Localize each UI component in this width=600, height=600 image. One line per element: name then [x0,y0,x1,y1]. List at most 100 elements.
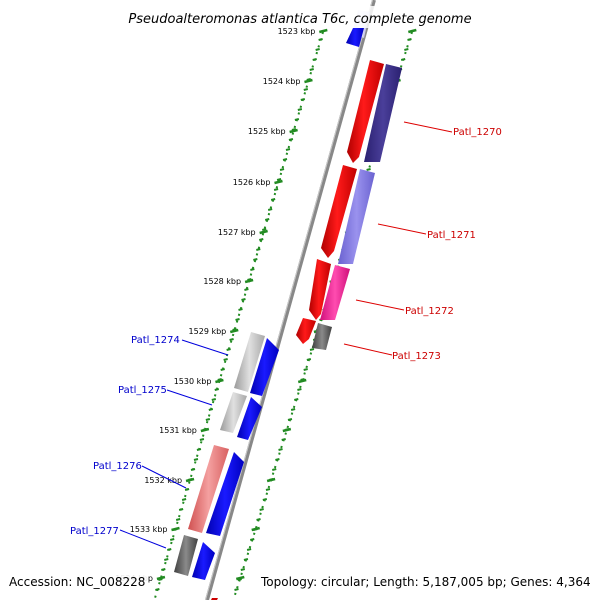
minor-tick-outer [265,488,271,491]
gene-partial-top-blue [346,28,364,47]
gene-arrow-patl-1274-reverse[interactable] [250,338,279,396]
minor-tick-inner [232,328,237,331]
minor-tick-inner [261,228,267,231]
minor-tick-inner [276,178,282,181]
genome-backbone [205,0,376,600]
major-tick-outer [282,427,292,433]
minor-tick-inner [161,568,166,571]
minor-tick-inner [155,588,160,591]
gene-arrow-patl-1270[interactable] [364,64,402,162]
minor-tick-outer [240,568,246,571]
gene-arrow-patl-1272[interactable] [320,265,350,320]
minor-tick-inner [190,468,196,471]
minor-tick-outer [249,538,255,541]
minor-tick-outer [287,418,293,421]
major-tick-inner [215,378,224,384]
major-tick-inner [171,526,180,532]
gene-arrow-patl-1275-reverse[interactable] [237,397,262,440]
gene-arrow-patl-1270-forward[interactable] [347,60,384,163]
gene-label-patl-1272[interactable]: Patl_1272 [405,306,454,317]
minor-tick-outer [407,38,412,41]
tick-label: 1530 kbp [174,377,212,386]
minor-tick-inner [196,448,202,451]
gene-label-patl-1277[interactable]: Patl_1277 [70,526,119,537]
minor-tick-outer [275,458,280,461]
minor-tick-inner [312,58,317,61]
minor-tick-inner [205,418,211,421]
gene-label-patl-1271[interactable]: Patl_1271 [427,230,476,241]
gene-arrow-patl-1275[interactable] [220,392,247,433]
gene-label-patl-1270[interactable]: Patl_1270 [453,127,502,138]
gene-arrow-patl-1277-reverse[interactable] [192,542,215,580]
minor-tick-inner [235,318,240,321]
minor-tick-inner [208,408,214,411]
gene-label-patl-1274[interactable]: Patl_1274 [131,335,180,346]
gene-arrow-patl-1271-forward[interactable] [321,165,357,258]
gene-label-patl-1273[interactable]: Patl_1273 [392,351,441,362]
minor-tick-inner [250,268,255,271]
gene-arrow-patl-1272-forward[interactable] [309,259,331,320]
gene-label-patl-1275[interactable]: Patl_1275 [118,385,167,396]
label-leaders [119,121,453,549]
minor-tick-inner [217,378,222,381]
tick-label: 1525 kbp [248,127,286,136]
minor-tick-inner [238,308,243,311]
minor-tick-inner [306,78,311,81]
minor-tick-inner [279,168,285,171]
major-tick-outer [408,28,417,34]
backbone-highlight [205,0,373,600]
minor-tick-inner [167,548,172,551]
minor-tick-inner [300,98,306,101]
minor-tick-inner [288,138,294,141]
minor-tick-outer [400,58,406,61]
major-tick-inner [274,179,283,185]
gene-arrow-patl-1276[interactable] [188,445,229,533]
minor-tick-outer [262,498,268,501]
inner-tick-rail [154,31,324,599]
minor-tick-outer [303,368,308,371]
minor-tick-inner [315,48,320,51]
major-tick-inner [289,128,298,134]
minor-tick-inner [247,278,252,281]
tick-label: 1523 kbp [278,27,316,36]
accession-text: Accession: NC_008228 [9,575,145,589]
major-tick-outer [251,526,260,532]
major-tick-inner [156,575,166,581]
minor-tick-outer [256,518,261,521]
footer-topology-backdrop [259,572,593,590]
gene-arrow-patl-1274[interactable] [234,332,265,392]
minor-tick-inner [175,518,181,521]
minor-tick-outer [294,398,299,401]
tick-label: 1531 kbp [159,426,197,435]
gene-arrow-patl-1273[interactable] [312,323,332,350]
minor-tick-outer [243,558,249,561]
minor-tick-outer [278,448,283,451]
gene-arrow-patl-1273-forward[interactable] [296,318,316,344]
minor-tick-outer [306,358,312,361]
minor-tick-inner [241,298,246,301]
minor-tick-inner [253,258,258,261]
minor-tick-inner [285,148,291,151]
minor-tick-inner [259,238,264,241]
tick-label: 1528 kbp [203,277,241,286]
gene-arrow-patl-1276-reverse[interactable] [206,452,244,536]
gene-arrow-patl-1277[interactable] [174,535,198,576]
major-tick-inner [200,427,210,433]
minor-tick-inner [211,398,217,401]
minor-tick-inner [229,338,234,341]
title-backdrop [116,6,484,28]
tick-labels: 1523 kbp 1524 kbp 1525 kbp 1526 kbp 1527 kbp… [115,27,315,583]
tick-label: 1532 kbp [144,476,182,485]
major-tick-inner [318,28,328,34]
minor-tick-inner [181,498,187,501]
gene-label-patl-1276[interactable]: Patl_1276 [93,461,142,472]
gene-arrow-patl-1271[interactable] [338,169,375,264]
minor-tick-inner [244,288,249,291]
minor-tick-outer [246,548,252,551]
minor-tick-inner [214,388,219,391]
minor-tick-inner [318,38,323,41]
minor-tick-outer [300,378,305,381]
minor-tick-outer [404,48,409,51]
minor-tick-inner [291,128,297,131]
